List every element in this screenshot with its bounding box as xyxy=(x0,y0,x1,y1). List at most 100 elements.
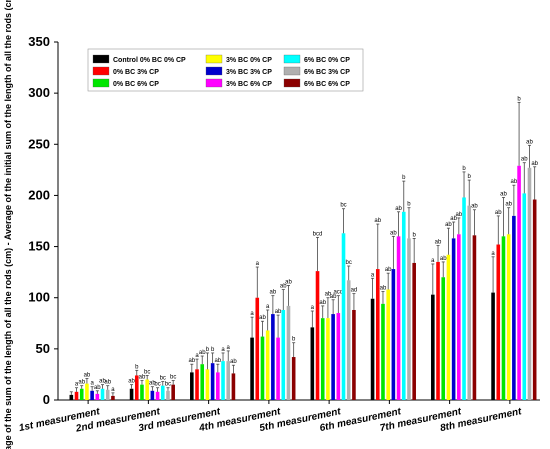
bar xyxy=(346,280,351,400)
bar xyxy=(276,337,280,400)
legend-swatch xyxy=(205,66,223,76)
bar xyxy=(412,262,416,400)
significance-label: ab xyxy=(285,279,292,285)
bar xyxy=(336,313,341,400)
bar xyxy=(260,336,265,400)
bar xyxy=(457,234,461,400)
significance-label: ab xyxy=(319,300,326,306)
legend-swatch xyxy=(283,54,301,64)
legend-label: Control 0% BC 0% CP xyxy=(113,57,186,64)
significance-label: ab xyxy=(149,381,156,387)
bar xyxy=(522,193,527,400)
bar xyxy=(190,372,194,400)
significance-label: ab xyxy=(275,309,282,315)
significance-label: ab xyxy=(78,380,85,386)
legend-box xyxy=(87,48,364,92)
significance-label: a xyxy=(256,261,260,267)
bar xyxy=(69,394,74,400)
significance-label: ab xyxy=(531,161,538,167)
legend-swatch xyxy=(205,78,223,88)
significance-label: ab xyxy=(511,179,518,185)
significance-label: ab xyxy=(230,359,237,365)
significance-label: acd xyxy=(333,290,343,296)
significance-label: b xyxy=(413,232,417,238)
significance-label: b xyxy=(292,337,296,343)
significance-label: bc xyxy=(340,203,346,209)
bar xyxy=(381,303,385,400)
significance-label: a xyxy=(266,304,270,310)
significance-label: ab xyxy=(495,210,502,216)
bar xyxy=(85,383,89,400)
bar xyxy=(467,205,472,400)
bar xyxy=(111,395,115,400)
bar xyxy=(506,234,511,400)
significance-label: ab xyxy=(395,206,402,212)
significance-label: ab xyxy=(526,139,533,145)
bar xyxy=(496,244,501,400)
legend-label: 0% BC 3% CP xyxy=(113,69,159,76)
significance-label: bc xyxy=(165,382,171,388)
significance-label: a xyxy=(227,345,231,351)
significance-label: ab xyxy=(450,216,457,222)
bar xyxy=(331,314,335,400)
significance-label: a xyxy=(491,251,495,257)
legend-label: 0% BC 6% CP xyxy=(113,81,159,88)
significance-label: b xyxy=(402,175,406,181)
bar xyxy=(134,375,139,400)
bar xyxy=(150,390,155,400)
significance-label: bc xyxy=(170,375,176,381)
significance-label: a xyxy=(221,347,225,353)
significance-label: ab xyxy=(374,218,381,224)
significance-label: ab xyxy=(445,222,452,228)
significance-label: ab xyxy=(128,379,135,385)
bar xyxy=(90,390,94,400)
bar xyxy=(326,318,330,400)
bar xyxy=(291,357,296,400)
significance-label: a xyxy=(111,387,115,393)
bar xyxy=(446,254,451,400)
bar xyxy=(74,391,79,400)
bar xyxy=(265,330,270,400)
bar xyxy=(140,384,144,400)
legend-label: 3% BC 0% CP xyxy=(226,57,272,64)
bar xyxy=(320,318,325,400)
bar xyxy=(431,294,435,400)
significance-label: ab xyxy=(440,256,447,262)
bar xyxy=(79,388,84,400)
legend-label: 3% BC 6% CP xyxy=(226,81,272,88)
significance-label: ab xyxy=(214,358,221,364)
bar xyxy=(451,238,456,400)
legend-label: 3% BC 3% CP xyxy=(226,69,272,76)
significance-label: a xyxy=(431,258,435,264)
significance-label: bcd xyxy=(313,231,323,237)
bar xyxy=(155,391,160,400)
significance-label: a xyxy=(75,382,79,388)
significance-label: ad xyxy=(351,288,358,294)
significance-label: ab xyxy=(139,375,146,381)
bar xyxy=(100,388,105,400)
y-axis-label: Average of the sum of the length of all … xyxy=(3,0,13,449)
significance-label: a xyxy=(90,381,94,387)
bar xyxy=(512,215,516,400)
bar xyxy=(462,197,466,400)
legend-swatch xyxy=(92,54,110,64)
bar xyxy=(216,372,220,400)
significance-label: b xyxy=(468,174,472,180)
legend-swatch xyxy=(283,78,301,88)
bar xyxy=(286,305,291,400)
bar xyxy=(271,314,275,400)
bar xyxy=(166,390,170,400)
significance-label: ab xyxy=(259,315,266,321)
y-tick-label: 250 xyxy=(28,136,50,151)
significance-label: ab xyxy=(390,230,397,236)
significance-label: ab xyxy=(94,385,101,391)
legend-swatch xyxy=(283,66,301,76)
y-tick-label: 50 xyxy=(36,341,50,356)
significance-label: ab xyxy=(471,204,478,210)
bar xyxy=(352,309,356,400)
significance-label: ab xyxy=(505,202,512,208)
y-tick-label: 100 xyxy=(28,290,50,305)
legend-swatch xyxy=(92,78,110,88)
